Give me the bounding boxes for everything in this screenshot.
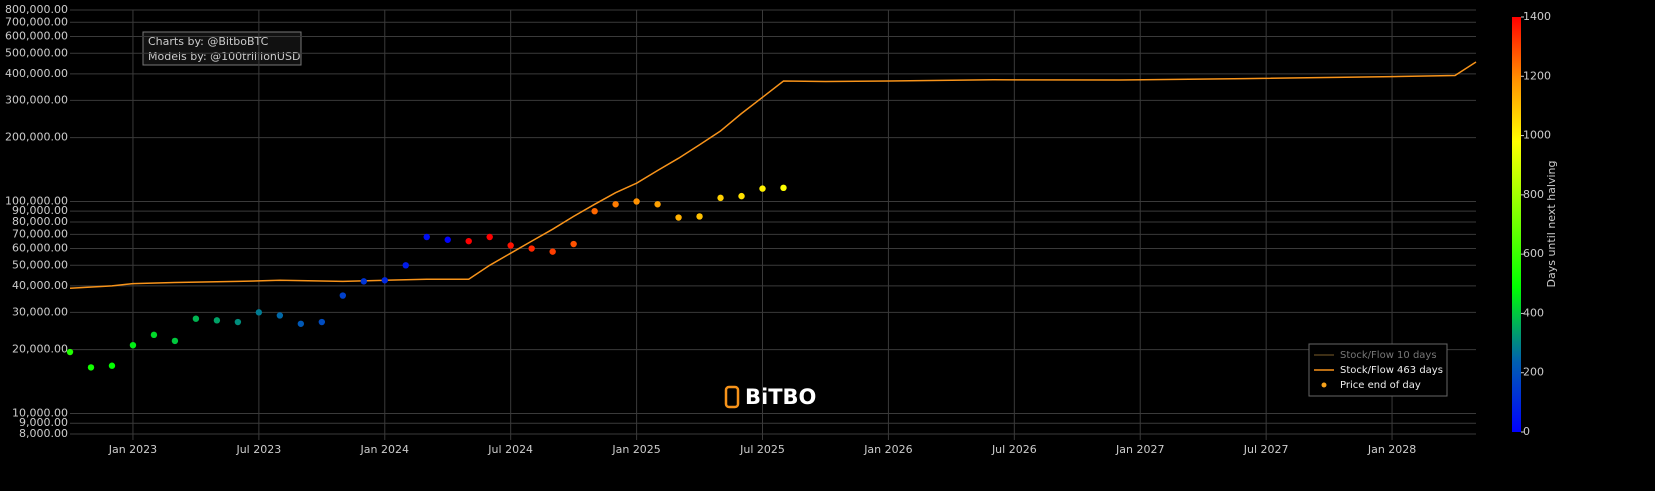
colorbar-tick-label: 600 [1523, 247, 1544, 260]
x-tick-label: Jan 2027 [1115, 443, 1164, 456]
x-tick-label: Jul 2025 [739, 443, 785, 456]
price-point [528, 245, 535, 252]
price-point [675, 214, 682, 221]
y-tick-label: 70,000.00 [12, 227, 68, 240]
y-tick-label: 80,000.00 [12, 215, 68, 228]
annotation: Charts by: @BitboBTC [148, 35, 269, 48]
colorbar [1512, 17, 1521, 432]
x-tick-label: Jan 2026 [863, 443, 912, 456]
price-point [465, 237, 472, 245]
price-point [234, 318, 242, 326]
price-point [570, 240, 577, 248]
price-point [108, 362, 116, 369]
y-tick-label: 30,000.00 [12, 305, 68, 318]
legend-label: Stock/Flow 10 days [1340, 350, 1437, 361]
y-tick-label: 20,000.00 [12, 343, 68, 356]
x-tick-label: Jan 2024 [360, 443, 409, 456]
x-tick-label: Jul 2026 [991, 443, 1037, 456]
y-tick-label: 200,000.00 [5, 131, 68, 144]
legend-label: Price end of day [1340, 380, 1421, 391]
y-tick-label: 10,000.00 [12, 407, 68, 420]
y-tick-label: 40,000.00 [12, 279, 68, 292]
colorbar-tick-label: 1400 [1523, 10, 1551, 23]
price-point [297, 320, 305, 327]
x-tick-label: Jan 2023 [108, 443, 157, 456]
price-point [150, 331, 158, 339]
price-point [402, 262, 409, 269]
y-tick-label: 300,000.00 [5, 93, 68, 106]
x-tick-label: Jan 2025 [611, 443, 660, 456]
price-point [213, 317, 221, 324]
watermark-text: BiTBO [745, 385, 816, 409]
colorbar-tick-label: 1000 [1523, 129, 1551, 142]
price-point [717, 194, 724, 202]
colorbar-title: Days until next halving [1545, 161, 1558, 288]
y-tick-label: 800,000.00 [5, 3, 68, 16]
y-tick-label: 700,000.00 [5, 15, 68, 28]
price-point [507, 242, 514, 249]
legend-swatch [1321, 382, 1327, 388]
price-point [633, 198, 640, 205]
price-point [591, 207, 598, 215]
colorbar-tick-label: 200 [1523, 366, 1544, 379]
y-tick-label: 400,000.00 [5, 67, 68, 80]
annotation-frame [142, 31, 302, 66]
y-tick-label: 500,000.00 [5, 46, 68, 59]
price-point [87, 364, 95, 371]
price-point [696, 213, 703, 220]
logo-icon [724, 385, 740, 409]
price-point [444, 236, 451, 243]
y-tick-label: 90,000.00 [12, 204, 68, 217]
price-point [192, 315, 200, 322]
y-tick-label: 600,000.00 [5, 29, 68, 42]
price-point [486, 233, 493, 241]
x-tick-label: Jul 2023 [235, 443, 281, 456]
price-point [738, 192, 745, 200]
x-tick-label: Jul 2027 [1243, 443, 1289, 456]
price-point [549, 248, 556, 255]
colorbar-tick-label: 800 [1523, 188, 1544, 201]
price-point [381, 277, 388, 284]
price-point [255, 309, 263, 316]
x-tick-label: Jan 2028 [1367, 443, 1416, 456]
colorbar-tick-label: 0 [1523, 425, 1530, 438]
price-point [129, 341, 137, 349]
price-point [171, 337, 179, 345]
y-tick-label: 9,000.00 [19, 416, 68, 429]
price-point [759, 185, 766, 192]
legend: Stock/Flow 10 days Stock/Flow 463 days Pri… [1308, 343, 1448, 397]
legend-label: Stock/Flow 463 days [1340, 365, 1443, 376]
price-point [318, 318, 326, 326]
y-tick-label: 100,000.00 [5, 194, 68, 207]
colorbar-tick-label: 400 [1523, 306, 1544, 319]
price-point [360, 278, 367, 285]
price-point [339, 292, 347, 299]
y-tick-label: 8,000.00 [19, 427, 68, 440]
price-point [612, 201, 619, 208]
y-tick-label: 60,000.00 [12, 242, 68, 255]
annotation: Models by: @100trillionUSD [148, 50, 300, 63]
price-point [276, 312, 284, 319]
watermark: BiTBO [724, 385, 816, 409]
price-point [654, 201, 661, 208]
y-tick-label: 50,000.00 [12, 258, 68, 271]
price-point [423, 233, 430, 241]
x-tick-label: Jul 2024 [487, 443, 533, 456]
price-point [780, 184, 787, 192]
colorbar-tick-label: 1200 [1523, 69, 1551, 82]
line [69, 61, 1477, 289]
grid [70, 9, 1476, 440]
price-point [66, 348, 74, 356]
